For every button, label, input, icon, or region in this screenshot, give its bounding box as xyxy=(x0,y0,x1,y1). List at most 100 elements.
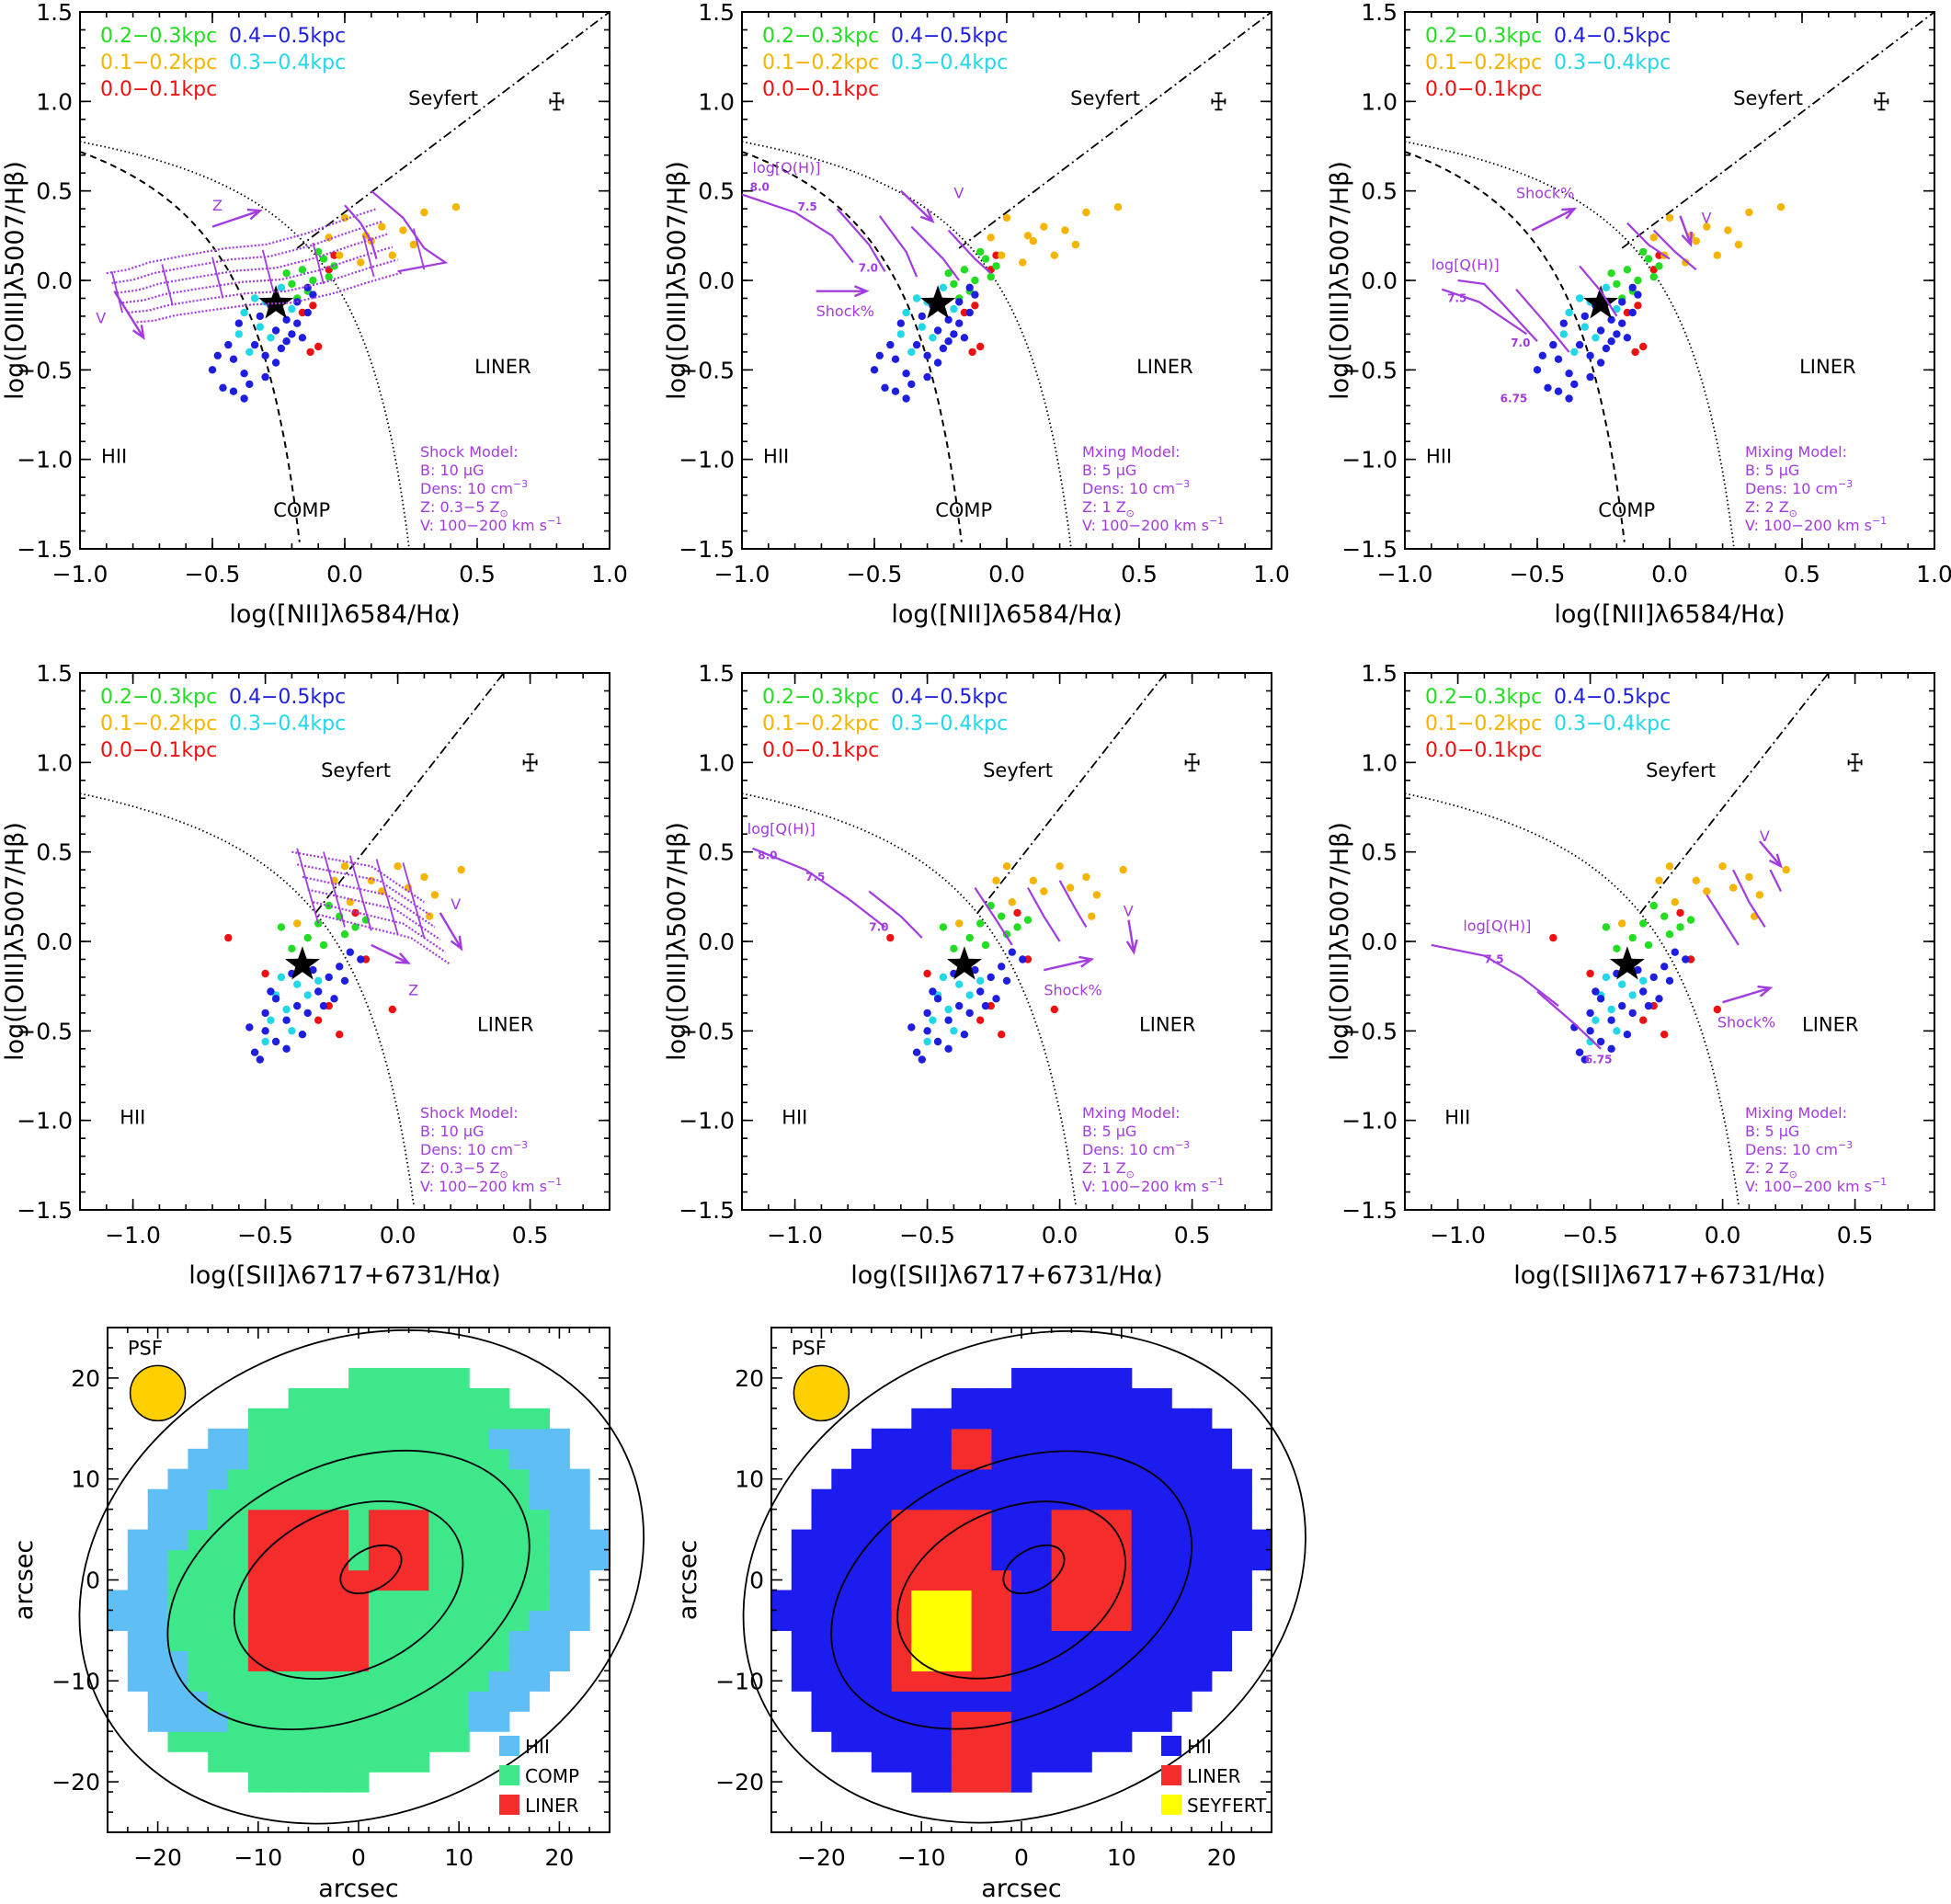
error-bar xyxy=(1211,92,1227,111)
data-point xyxy=(340,930,349,939)
map-pixel xyxy=(449,1408,470,1430)
y-tick-label: 10 xyxy=(735,1466,764,1493)
map-pixel xyxy=(891,1529,912,1551)
model-grid: VZ xyxy=(291,848,463,998)
region-label-comp: COMP xyxy=(273,499,330,521)
map-pixel xyxy=(1011,1569,1033,1591)
model-grid: ZV xyxy=(96,189,449,340)
map-pixel xyxy=(449,1428,470,1450)
map-pixel xyxy=(1011,1610,1033,1631)
kewley-curve xyxy=(79,792,415,1205)
map-pixel xyxy=(1192,1549,1213,1571)
map-pixel xyxy=(529,1529,550,1551)
map-pixel xyxy=(1111,1731,1133,1752)
map-pixel xyxy=(791,1569,813,1591)
y-tick-label: 1.5 xyxy=(698,660,735,687)
map-pixel xyxy=(508,1468,531,1490)
map-pixel xyxy=(1171,1529,1192,1551)
map-pixel xyxy=(1011,1509,1033,1531)
data-point xyxy=(1040,887,1048,895)
data-point xyxy=(1602,344,1611,353)
map-pixel xyxy=(991,1590,1012,1612)
data-point xyxy=(340,976,349,986)
map-pixel xyxy=(529,1670,550,1692)
map-pixel xyxy=(408,1569,429,1591)
map-pixel xyxy=(428,1590,450,1612)
mixing-track xyxy=(1652,229,1697,271)
data-point xyxy=(971,291,979,299)
map-pixel xyxy=(991,1428,1012,1450)
data-point xyxy=(1586,372,1594,382)
y-tick-label: −0.5 xyxy=(1341,1018,1398,1044)
map-pixel xyxy=(127,1670,149,1692)
shock-fraction-arrow-head xyxy=(853,285,870,298)
x-tick-label: 0.5 xyxy=(1174,1222,1211,1248)
map-pixel xyxy=(368,1731,390,1752)
legend-bin-label: 0.2−0.3kpc xyxy=(100,25,217,48)
map-pixel xyxy=(1051,1509,1072,1531)
map-pixel xyxy=(871,1549,893,1571)
x-tick-label: 0.5 xyxy=(1784,561,1820,587)
map-pixel xyxy=(991,1549,1012,1571)
model-b-field: B: 5 μG xyxy=(1745,462,1799,479)
map-pixel xyxy=(388,1468,410,1490)
data-point xyxy=(309,276,317,285)
map-pixel xyxy=(268,1610,290,1631)
mixing-track xyxy=(1515,288,1570,353)
q-value-label: 7.5 xyxy=(1484,952,1503,965)
shock-fraction-label: Shock% xyxy=(1717,1013,1775,1031)
model-velocity-exp: −1 xyxy=(547,1176,562,1188)
velocity-arrow-head xyxy=(450,935,463,952)
model-sun-symbol: ⊙ xyxy=(500,1169,508,1180)
x-tick-label: 0.0 xyxy=(326,561,363,587)
data-point xyxy=(933,359,942,367)
map-pixel xyxy=(1011,1772,1033,1793)
map-pixel xyxy=(851,1650,873,1671)
series-0.1−0.2kpc xyxy=(293,862,465,928)
y-tick-label: 0.5 xyxy=(698,839,735,866)
x-tick-label: 0.5 xyxy=(459,561,496,587)
data-point xyxy=(298,266,307,274)
data-point xyxy=(420,872,428,882)
map-pixel xyxy=(449,1670,470,1692)
data-point xyxy=(271,359,280,367)
data-point xyxy=(240,394,248,403)
data-point xyxy=(1703,887,1711,895)
map-pixel xyxy=(508,1428,531,1450)
y-tick-label: −1.5 xyxy=(17,536,73,563)
data-point xyxy=(282,315,291,324)
map-pixel xyxy=(368,1408,390,1430)
x-tick-label: −1.0 xyxy=(1377,561,1433,587)
map-pixel xyxy=(308,1468,329,1490)
shock-fraction-arrow xyxy=(1044,958,1092,972)
map-pixel xyxy=(931,1468,953,1490)
model-metallicity-text: Z: 2 Z xyxy=(1745,1159,1789,1177)
map-pixel xyxy=(188,1670,209,1692)
map-pixel xyxy=(529,1468,550,1490)
map-pixel xyxy=(1192,1448,1213,1470)
data-point xyxy=(950,330,958,338)
data-point xyxy=(1618,1001,1626,1010)
map-pixel xyxy=(1151,1691,1172,1712)
model-density-exp: −3 xyxy=(1175,478,1190,490)
shock-grid-line xyxy=(312,242,325,285)
data-point xyxy=(1639,1016,1648,1024)
data-point xyxy=(960,308,969,317)
map-pixel xyxy=(1131,1529,1153,1551)
data-point xyxy=(1580,1055,1590,1064)
data-point xyxy=(998,1031,1006,1039)
map-pixel xyxy=(469,1387,490,1409)
mixing-track xyxy=(1706,894,1740,946)
galaxy-center-star xyxy=(284,946,320,980)
map-pixel xyxy=(408,1408,429,1430)
map-pixel xyxy=(971,1387,992,1409)
y-tick-label: 10 xyxy=(71,1466,100,1493)
map-pixel xyxy=(1071,1590,1092,1612)
map-pixel xyxy=(469,1428,490,1450)
model-title: Mixing Model: xyxy=(1745,1104,1847,1122)
y-tick-label: 1.0 xyxy=(36,88,73,115)
data-point xyxy=(271,1037,280,1046)
map-pixel xyxy=(188,1711,209,1732)
data-point xyxy=(1628,991,1637,999)
mixing-track xyxy=(741,193,854,264)
